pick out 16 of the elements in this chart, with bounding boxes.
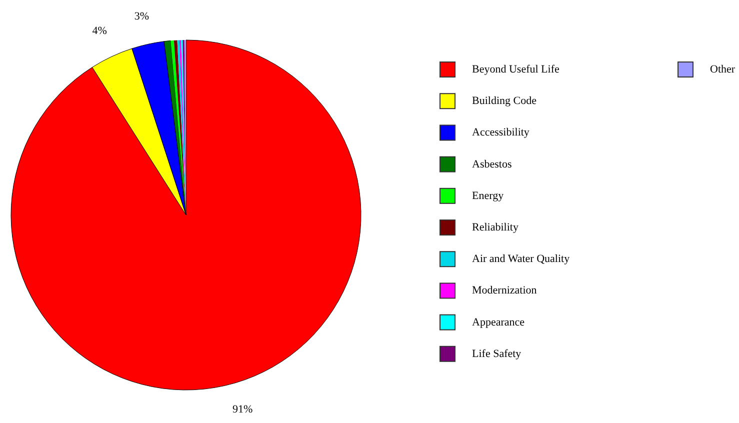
- data-label: 91%: [232, 403, 253, 416]
- legend-label: Modernization: [472, 284, 538, 297]
- legend-label: Other: [710, 64, 736, 76]
- data-label: 4%: [92, 24, 107, 37]
- legend-label: Reliability: [472, 222, 519, 234]
- legend-label: Accessibility: [472, 126, 530, 139]
- legend-label: Air and Water Quality: [472, 253, 570, 266]
- legend-label: Building Code: [472, 95, 537, 108]
- legend-label: Asbestos: [472, 158, 512, 170]
- legend-label: Life Safety: [472, 348, 522, 360]
- pie-slice: [170, 40, 186, 215]
- legend-label: Beyond Useful Life: [472, 64, 560, 76]
- data-label: 3%: [134, 10, 150, 22]
- legend-label: Energy: [472, 190, 504, 202]
- pie-slice: [10, 40, 362, 390]
- legend-label: Appearance: [472, 316, 525, 328]
